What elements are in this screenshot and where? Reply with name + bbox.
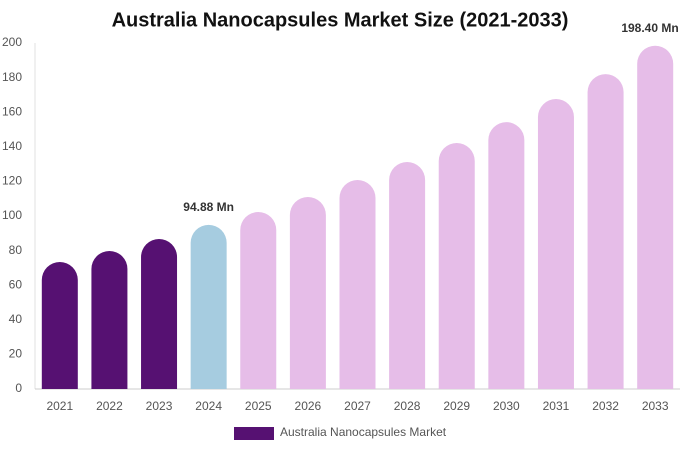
- y-tick-label: 180: [2, 70, 22, 84]
- y-tick-label: 120: [2, 174, 22, 188]
- chart-title: Australia Nanocapsules Market Size (2021…: [112, 9, 569, 31]
- bar: [141, 239, 178, 389]
- x-tick-label: 2028: [394, 399, 421, 413]
- bar: [190, 224, 227, 389]
- y-tick-label: 40: [9, 312, 23, 326]
- y-tick-label: 60: [9, 277, 23, 291]
- legend-label: Australia Nanocapsules Market: [280, 425, 447, 439]
- bar: [91, 250, 128, 389]
- y-tick-label: 140: [2, 139, 22, 153]
- legend-swatch: [234, 427, 274, 440]
- x-tick-label: 2024: [195, 399, 222, 413]
- y-tick-label: 100: [2, 208, 22, 222]
- x-tick-label: 2031: [543, 399, 570, 413]
- bar: [389, 162, 426, 389]
- bar: [289, 196, 326, 389]
- x-tick-label: 2027: [344, 399, 371, 413]
- y-tick-label: 0: [15, 381, 22, 395]
- y-tick-label: 80: [9, 243, 23, 257]
- bar: [41, 262, 78, 389]
- x-tick-label: 2026: [295, 399, 322, 413]
- bar: [587, 74, 624, 389]
- x-tick-label: 2022: [96, 399, 123, 413]
- x-tick-label: 2029: [443, 399, 470, 413]
- value-label: 198.40 Mn: [621, 21, 678, 35]
- y-tick-label: 160: [2, 104, 22, 118]
- x-tick-label: 2030: [493, 399, 520, 413]
- x-tick-label: 2021: [46, 399, 73, 413]
- x-tick-label: 2023: [146, 399, 173, 413]
- bar: [637, 45, 674, 389]
- bar: [537, 99, 574, 389]
- y-tick-label: 20: [9, 347, 23, 361]
- x-tick-label: 2032: [592, 399, 619, 413]
- x-tick-label: 2033: [642, 399, 669, 413]
- bar: [240, 212, 277, 389]
- x-tick-label: 2025: [245, 399, 272, 413]
- bar: [488, 122, 525, 389]
- y-tick-label: 200: [2, 35, 22, 49]
- bar: [438, 142, 475, 389]
- value-label: 94.88 Mn: [183, 200, 234, 214]
- bar: [339, 180, 376, 389]
